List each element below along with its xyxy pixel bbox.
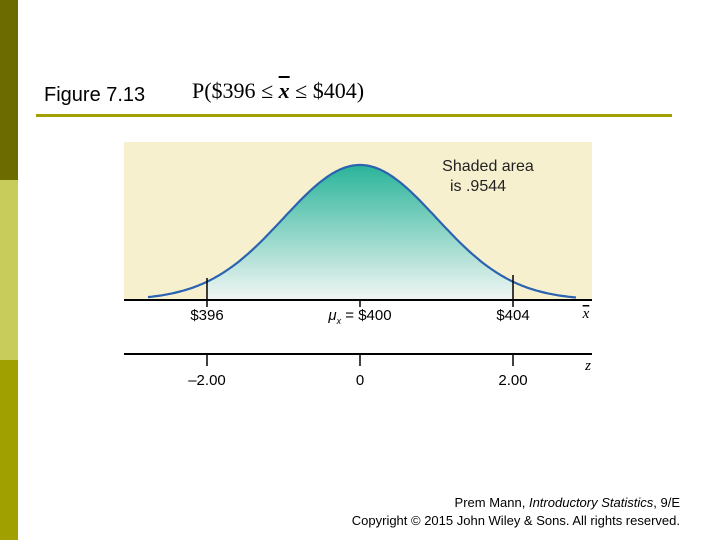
credit-line-1: Prem Mann, Introductory Statistics, 9/E [352, 494, 680, 512]
credit-book-title: Introductory Statistics [528, 495, 654, 510]
formula-prefix: P($396 [192, 78, 256, 103]
title-underline [36, 114, 672, 117]
probability-formula: P($396 ≤ x ≤ $404) [192, 78, 364, 104]
credit-edition: , 9/E [653, 495, 680, 510]
copyright-credit: Prem Mann, Introductory Statistics, 9/E … [352, 494, 680, 530]
shaded-probability-area [207, 165, 513, 300]
sidebar-accent-bottom [0, 360, 18, 540]
z-axis-variable-label: z [584, 358, 591, 374]
mean-subscript: x [336, 316, 342, 326]
sidebar-accent-top [0, 0, 18, 180]
formula-xbar: x [278, 78, 290, 103]
sidebar-accent-middle [0, 180, 18, 360]
x-axis-variable-label: x [582, 306, 590, 322]
shaded-area-annotation-line2: is .9544 [450, 178, 506, 195]
x-axis-label-low: $396 [190, 307, 223, 324]
mean-symbol: μ [327, 307, 336, 324]
z-axis-label-low: –2.00 [188, 372, 226, 389]
formula-leq-1: ≤ [261, 78, 274, 103]
x-axis-label-mean: μx = $400 [327, 307, 391, 326]
mean-value: = $400 [341, 307, 391, 324]
shaded-area-annotation-line1: Shaded area [442, 158, 534, 175]
credit-line-2: Copyright © 2015 John Wiley & Sons. All … [351, 513, 680, 528]
formula-leq-2: ≤ [295, 78, 308, 103]
z-axis-label-high: 2.00 [498, 372, 527, 389]
normal-curve [147, 163, 577, 299]
formula-suffix: $404) [312, 78, 365, 103]
z-axis-label-mean: 0 [356, 372, 364, 389]
x-axis-label-high: $404 [496, 307, 529, 324]
credit-author: Prem Mann, [454, 495, 529, 510]
figure-label: Figure 7.13 [44, 84, 146, 106]
